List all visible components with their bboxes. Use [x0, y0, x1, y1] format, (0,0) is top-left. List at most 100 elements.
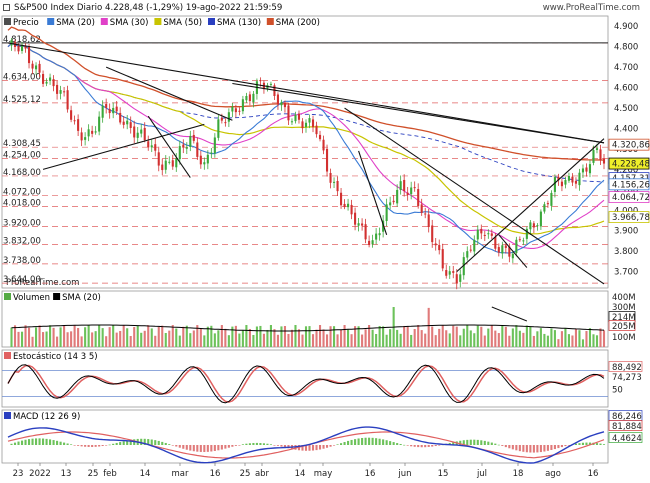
- candle-body: [73, 120, 76, 122]
- volume-bar: [371, 329, 374, 347]
- volume-bar: [322, 329, 325, 347]
- macd-histogram-bar: [392, 442, 395, 445]
- candle-body: [136, 132, 139, 138]
- volume-bar: [357, 326, 360, 347]
- macd-histogram-bar: [599, 443, 602, 445]
- macd-histogram-bar: [220, 445, 223, 450]
- x-axis-label: feb: [103, 469, 117, 479]
- macd-histogram-bar: [273, 445, 276, 446]
- macd-histogram-bar: [564, 445, 567, 447]
- macd-histogram-bar: [329, 445, 332, 447]
- x-axis-label: jul: [476, 469, 487, 479]
- x-axis-label: 2022: [29, 469, 51, 479]
- macd-histogram-bar: [420, 445, 423, 448]
- candle-body: [417, 189, 420, 206]
- x-axis-label: 15: [438, 469, 449, 479]
- x-axis-label: 25: [240, 469, 251, 479]
- volume-bar: [473, 333, 476, 347]
- candle-body: [27, 47, 31, 64]
- macd-histogram-bar: [459, 440, 462, 445]
- candle-body: [504, 245, 507, 248]
- value-badge-label: 4.320,86: [612, 141, 650, 151]
- value-badge-label: 4.156,26: [612, 180, 650, 190]
- macd-histogram-bar: [241, 444, 244, 445]
- volume-bar: [487, 328, 490, 347]
- volume-bar: [399, 333, 402, 347]
- macd-histogram-bar: [59, 441, 62, 445]
- x-axis-label: 16: [365, 469, 376, 479]
- candle-body: [543, 204, 546, 212]
- macd-histogram-bar: [17, 441, 20, 445]
- volume-bar: [564, 328, 567, 347]
- candle-body: [396, 189, 399, 204]
- macd-histogram-bar: [73, 445, 76, 446]
- candle-body: [350, 204, 353, 215]
- macd-histogram-bar: [595, 443, 599, 445]
- candle-body: [276, 94, 280, 105]
- volume-bar: [413, 329, 416, 347]
- macd-histogram-bar: [10, 443, 13, 445]
- candle-body: [49, 77, 52, 81]
- candle-body: [171, 160, 174, 167]
- macd-histogram-bar: [248, 443, 251, 445]
- volume-bar: [241, 330, 244, 347]
- volume-bar: [17, 331, 20, 347]
- macd-histogram-bar: [276, 445, 280, 446]
- macd-histogram-bar: [91, 445, 94, 447]
- macd-histogram-bar: [574, 443, 578, 445]
- candle-body: [567, 176, 570, 181]
- candle-body: [287, 105, 290, 121]
- candle-body: [525, 228, 528, 239]
- candle-body: [438, 245, 441, 251]
- candle-body: [469, 249, 472, 251]
- candle-body: [550, 192, 553, 206]
- volume-bar: [52, 327, 55, 347]
- volume-trend-line: [491, 306, 528, 322]
- volume-bar: [336, 334, 339, 347]
- candle-body: [445, 270, 448, 276]
- volume-bar: [522, 332, 525, 347]
- volume-bar: [168, 330, 171, 347]
- volume-bar: [112, 325, 115, 347]
- candle-body: [392, 200, 395, 203]
- price-axis-tick: 4.200: [614, 165, 638, 175]
- legend-label: SMA (30): [110, 18, 149, 28]
- macd-histogram-bar: [399, 443, 402, 445]
- volume-bar: [364, 329, 367, 347]
- macd-histogram-bar: [266, 443, 269, 445]
- macd-histogram-bar: [157, 440, 160, 445]
- candle-body: [182, 144, 185, 148]
- level-label: 4.818,62: [3, 35, 41, 45]
- candle-body: [294, 114, 297, 122]
- candle-body: [252, 93, 255, 103]
- volume-bar: [361, 334, 364, 347]
- panel-frame-2: [1, 349, 609, 408]
- macd-histogram-bar: [31, 438, 34, 445]
- macd-histogram-bar: [206, 445, 209, 452]
- macd-histogram-bar: [389, 441, 392, 445]
- volume-bar: [91, 332, 94, 347]
- macd-histogram-bar: [199, 445, 202, 452]
- candle-body: [546, 203, 549, 205]
- candle-body: [434, 243, 437, 246]
- candle-body: [599, 149, 602, 161]
- volume-bar: [262, 333, 265, 347]
- candle-body: [161, 164, 164, 171]
- candle-body: [462, 257, 465, 276]
- candle-body: [336, 180, 339, 192]
- macd-histogram-bar: [543, 445, 546, 452]
- volume-axis-tick: 214M: [612, 313, 636, 323]
- candle-body: [31, 63, 34, 69]
- macd-histogram-bar: [283, 445, 287, 448]
- window-icon[interactable]: [3, 4, 10, 11]
- macd-histogram-bar: [508, 445, 511, 449]
- candle-body: [518, 239, 521, 241]
- level-label: 3.644,00: [3, 275, 41, 285]
- macd-histogram-bar: [227, 445, 230, 448]
- macd-histogram-bar: [189, 445, 192, 451]
- legend-swatch: [47, 18, 55, 25]
- volume-bar: [136, 325, 139, 347]
- trend-line: [147, 115, 191, 178]
- candle-body: [150, 145, 153, 148]
